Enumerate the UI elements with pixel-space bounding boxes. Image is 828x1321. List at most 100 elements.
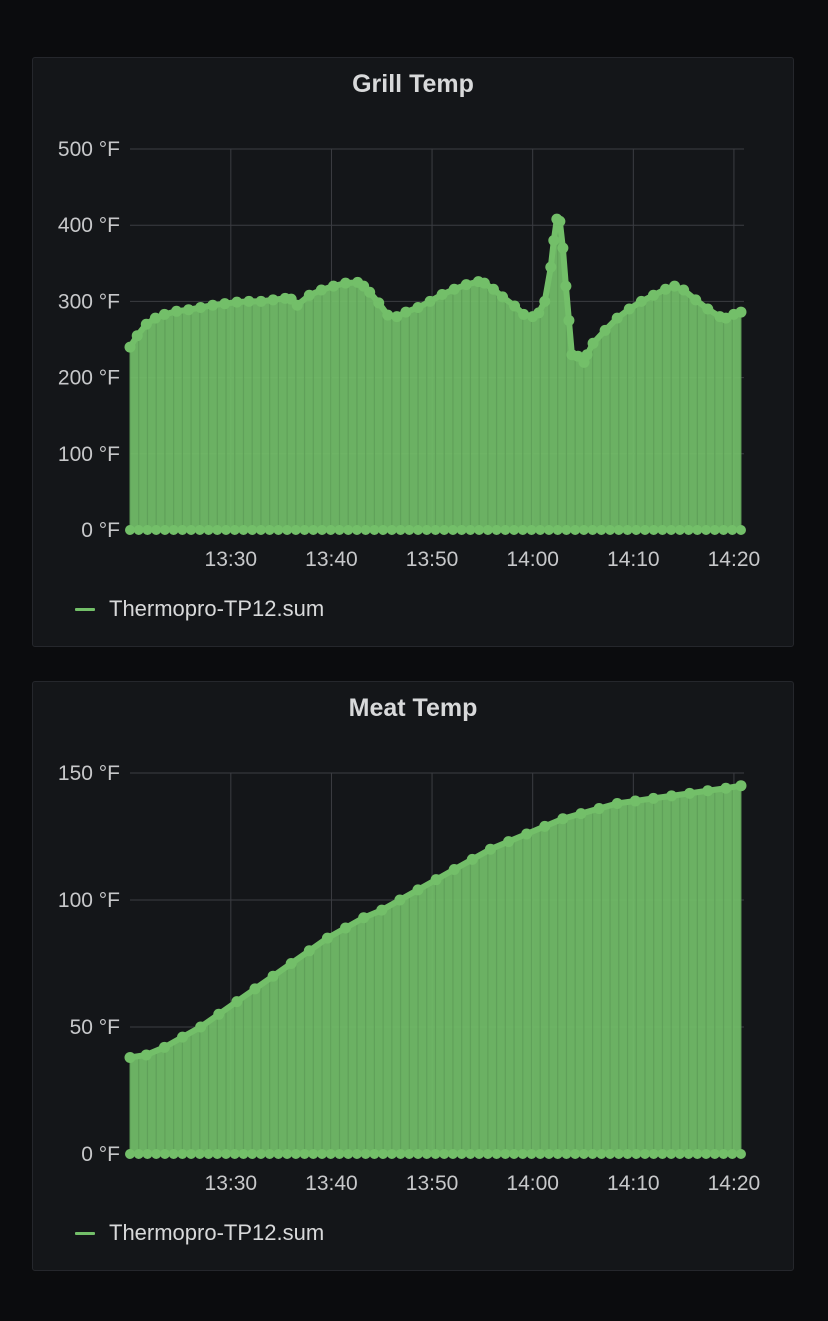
- baseline-point: [535, 525, 546, 535]
- data-point: [340, 922, 352, 934]
- baseline-point: [395, 525, 406, 535]
- data-point: [518, 308, 530, 320]
- panel-title[interactable]: Grill Temp: [352, 70, 474, 98]
- baseline-point: [465, 525, 476, 535]
- baseline-point: [177, 525, 188, 535]
- data-point: [533, 307, 545, 319]
- y-tick-label: 0 °F: [81, 519, 120, 542]
- data-point: [484, 843, 496, 855]
- baseline-point: [264, 1149, 275, 1159]
- data-point: [611, 312, 623, 324]
- data-point: [124, 1051, 136, 1063]
- data-point: [735, 780, 747, 792]
- baseline-point: [456, 525, 467, 535]
- data-point: [690, 294, 702, 306]
- baseline-point: [735, 525, 746, 535]
- data-point: [382, 309, 394, 321]
- baseline-point: [648, 525, 659, 535]
- x-tick-label: 14:20: [708, 548, 761, 571]
- x-tick-label: 14:20: [708, 1172, 761, 1195]
- baseline-point: [203, 525, 214, 535]
- baseline-point: [482, 525, 493, 535]
- baseline-point: [692, 525, 703, 535]
- baseline-point: [282, 525, 293, 535]
- baseline-point: [334, 1149, 345, 1159]
- baseline-point: [290, 1149, 301, 1159]
- baseline-point: [596, 1149, 607, 1159]
- legend-swatch-icon: [75, 607, 95, 611]
- baseline-point: [421, 1149, 432, 1159]
- data-point: [391, 311, 403, 323]
- x-tick-label: 14:10: [607, 1172, 660, 1195]
- y-tick-label: 100 °F: [58, 443, 120, 466]
- data-point: [243, 295, 255, 307]
- baseline-point: [255, 525, 266, 535]
- baseline-point: [587, 525, 598, 535]
- data-point: [303, 289, 315, 301]
- baseline-point: [517, 525, 528, 535]
- legend-item[interactable]: Thermopro-TP12.sum: [75, 596, 324, 622]
- data-point: [581, 349, 593, 361]
- baseline-point: [543, 525, 554, 535]
- baseline-point: [325, 1149, 336, 1159]
- data-point: [539, 820, 551, 832]
- baseline-point: [369, 525, 380, 535]
- data-point: [460, 279, 472, 291]
- baseline-point: [474, 1149, 485, 1159]
- baseline-point: [133, 1149, 144, 1159]
- baseline-point: [439, 1149, 450, 1159]
- baseline-point: [212, 525, 223, 535]
- baseline-point: [639, 1149, 650, 1159]
- data-point: [213, 1008, 225, 1020]
- data-point: [575, 808, 587, 820]
- baseline-point: [343, 1149, 354, 1159]
- data-point: [291, 299, 303, 311]
- baseline-point: [509, 1149, 520, 1159]
- baseline-point: [369, 1149, 380, 1159]
- baseline-point: [159, 525, 170, 535]
- baseline-point: [351, 1149, 362, 1159]
- data-point: [666, 790, 678, 802]
- baseline-point: [413, 525, 424, 535]
- baseline-point: [709, 1149, 720, 1159]
- baseline-point: [351, 525, 362, 535]
- baseline-point: [290, 525, 301, 535]
- baseline-point: [657, 525, 668, 535]
- baseline-point: [229, 525, 240, 535]
- data-point: [448, 283, 460, 295]
- baseline-point: [159, 1149, 170, 1159]
- baseline-point: [718, 525, 729, 535]
- data-point: [503, 836, 515, 848]
- panel-title[interactable]: Meat Temp: [348, 694, 478, 722]
- baseline-point: [500, 525, 511, 535]
- baseline-point: [238, 525, 249, 535]
- baseline-point: [186, 1149, 197, 1159]
- data-point: [629, 795, 641, 807]
- data-point: [373, 297, 385, 309]
- x-tick-label: 13:50: [406, 548, 459, 571]
- baseline-point: [247, 525, 258, 535]
- baseline-point: [491, 1149, 502, 1159]
- data-point: [647, 289, 659, 301]
- data-point: [158, 1041, 170, 1053]
- baseline-point: [229, 1149, 240, 1159]
- baseline-point: [552, 525, 563, 535]
- grill-temp-panel: Grill Temp 0 °F 100 °F 200 °F 300 °F 400 °F 5…: [32, 57, 794, 647]
- data-point: [557, 813, 569, 825]
- data-point: [478, 277, 490, 289]
- baseline-point: [273, 1149, 284, 1159]
- data-point: [560, 280, 572, 292]
- baseline-point: [177, 1149, 188, 1159]
- data-point: [448, 864, 460, 876]
- baseline-point: [325, 525, 336, 535]
- baseline-point: [282, 1149, 293, 1159]
- data-point: [412, 301, 424, 313]
- data-point: [554, 215, 566, 227]
- data-point: [412, 884, 424, 896]
- x-tick-label: 13:30: [205, 1172, 258, 1195]
- data-point: [400, 306, 412, 318]
- x-tick-label: 13:50: [406, 1172, 459, 1195]
- baseline-point: [421, 525, 432, 535]
- data-point: [207, 299, 219, 311]
- legend-item[interactable]: Thermopro-TP12.sum: [75, 1220, 324, 1246]
